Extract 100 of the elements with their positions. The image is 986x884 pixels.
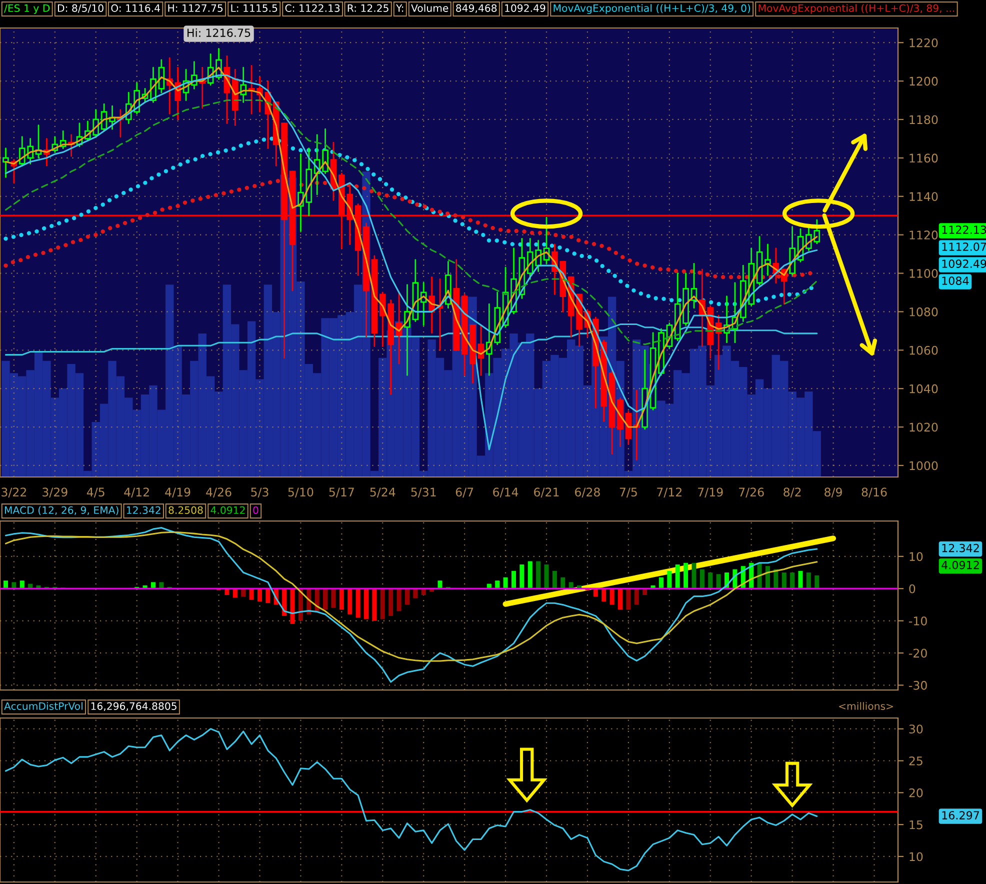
text: Y: [396, 4, 404, 12]
chart-title: MACD (12, 26, 9, EMA) [4, 506, 118, 516]
bar [364, 588, 368, 620]
x-tick-label: 4/19 [165, 488, 190, 498]
bar [528, 561, 532, 589]
y-tick-label: 1120 [910, 230, 938, 240]
bar [552, 570, 557, 589]
x-tick-label: 8/16 [862, 488, 887, 498]
bar [634, 588, 639, 605]
x-tick-label: 8/9 [824, 488, 842, 498]
text: 849,468 [456, 4, 497, 13]
bar [708, 572, 713, 589]
text: 1084 [942, 276, 969, 285]
bar [610, 588, 614, 605]
text: O: 1116.4 [111, 4, 160, 12]
y-tick-label: 30 [909, 724, 923, 734]
bar [782, 572, 786, 589]
bar [618, 588, 622, 610]
x-tick-label: 7/12 [657, 488, 682, 498]
y-tick-label: 1140 [910, 192, 938, 202]
y-tick-label: 0 [909, 584, 916, 594]
bar [520, 564, 524, 589]
text: 4.0912 [210, 506, 245, 514]
text: 12.342 [126, 506, 160, 514]
text: MovAvgExponential ((H+L+C)/3, 49, 0) [554, 4, 750, 14]
candlestick [764, 244, 771, 276]
x-tick-label: 5/3 [251, 488, 268, 498]
y-tick-label: 10 [910, 852, 923, 862]
text: D: 8/5/10 [58, 4, 104, 13]
bar [266, 588, 270, 604]
bar [667, 570, 672, 589]
text: 16,296,764.8805 [91, 702, 176, 711]
candlestick [240, 66, 246, 103]
text: 1122.13 [942, 226, 986, 234]
line-series [4, 728, 818, 872]
x-tick-label: 7/26 [739, 488, 764, 498]
text: H: 1127.75 [168, 4, 223, 12]
y-tick-label: 1160 [910, 154, 938, 163]
y-tick-label: 1060 [910, 346, 938, 355]
x-tick-label: 5/31 [411, 488, 436, 498]
text: 1112.07 [942, 242, 986, 251]
bar [150, 582, 156, 589]
x-tick-label: 4/26 [206, 488, 232, 498]
y-tick-label: -20 [908, 648, 927, 658]
bar [658, 577, 664, 589]
x-tick-label: 5/17 [329, 488, 354, 498]
annotation: Hi: 1216.75 [188, 28, 250, 37]
text: 4.0912 [942, 560, 979, 570]
bar [380, 588, 385, 620]
bar [544, 564, 549, 589]
bar [348, 588, 352, 614]
text: 1092.49 [505, 4, 546, 12]
chart-title: AccumDistPrVol [4, 702, 82, 710]
bar [413, 588, 418, 598]
candlestick [2, 148, 9, 178]
bar [536, 561, 541, 589]
x-tick-label: 6/28 [575, 488, 600, 498]
text: 0 [253, 506, 258, 514]
x-tick-label: 4/5 [86, 488, 104, 498]
bar [814, 575, 820, 589]
bar [798, 570, 803, 589]
bar [372, 588, 377, 621]
x-tick-label: 5/10 [288, 488, 314, 498]
y-tick-label: 1180 [910, 115, 938, 124]
y-tick-label: 1200 [910, 76, 938, 86]
bar [700, 569, 704, 589]
bar [356, 588, 360, 618]
line-series [4, 532, 818, 662]
x-tick-label: 7/19 [698, 488, 723, 498]
x-tick-label: 6/14 [493, 488, 518, 498]
bar [290, 588, 295, 624]
y-tick-label: -10 [908, 616, 927, 626]
y-tick-label: 15 [910, 820, 922, 830]
y-tick-label: 1220 [910, 38, 938, 48]
bar [560, 577, 566, 589]
bar [257, 588, 262, 602]
text: Volume [411, 4, 448, 12]
x-tick-label: 7/5 [620, 488, 637, 498]
x-tick-label: 6/21 [534, 488, 559, 498]
bar [388, 588, 394, 616]
y-axis-title: <millions> [839, 702, 893, 710]
bar [438, 580, 442, 589]
y-tick-label: -30 [908, 680, 927, 690]
text: 12.342 [942, 544, 979, 552]
y-tick-label: 1040 [910, 384, 938, 394]
bar [339, 588, 344, 610]
bar [159, 582, 164, 589]
bar [684, 562, 688, 589]
x-tick-label: 4/12 [124, 488, 149, 498]
bar [503, 577, 508, 589]
text: C: 1122.13 [285, 4, 340, 12]
bar [602, 588, 606, 602]
chart-title: /ES 1 y D [4, 4, 50, 14]
text: L: 1115.5 [231, 4, 278, 12]
bar [20, 580, 24, 589]
text: 1092.49 [942, 260, 986, 268]
y-tick-label: 20 [909, 788, 923, 798]
text: MovAvgExponential ((H+L+C)/3, 89, ... [758, 4, 954, 14]
text: 8.2508 [168, 506, 203, 514]
y-tick-label: 10 [910, 552, 923, 562]
